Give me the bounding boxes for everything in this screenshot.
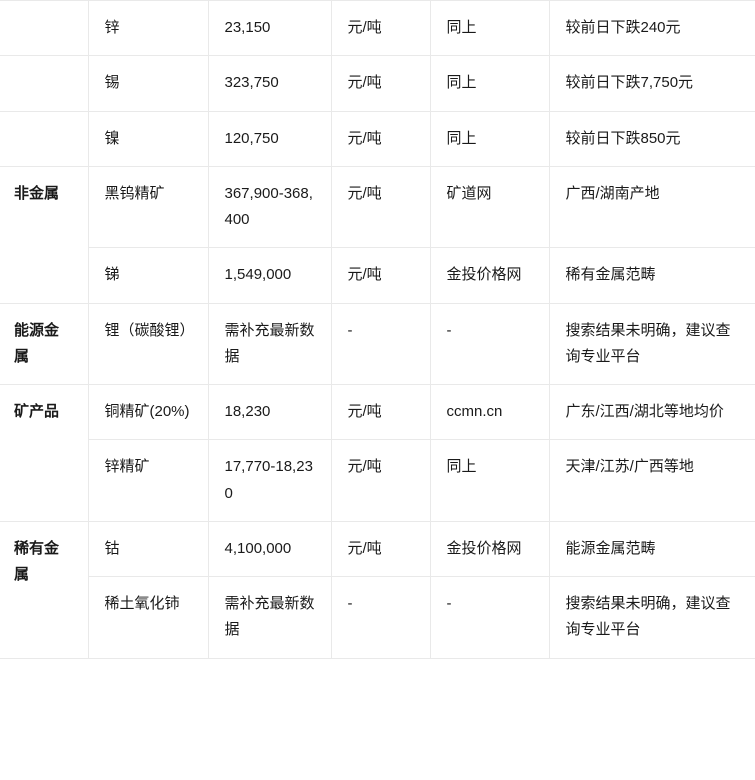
price-cell: 18,230 — [208, 383, 332, 441]
item-cell: 黑钨精矿 — [88, 165, 209, 249]
note-cell: 较前日下跌850元 — [549, 110, 755, 167]
table-row: 矿产品 铜精矿(20%) 18,230 元/吨 ccmn.cn 广东/江西/湖北… — [0, 383, 755, 522]
price-cell: 323,750 — [208, 55, 332, 112]
category-cell — [0, 110, 89, 167]
price-cell: 需补充最新数据 — [208, 302, 332, 385]
item-cell: 镍 — [88, 110, 209, 167]
note-cell: 搜索结果未明确，建议查询专业平台 — [549, 302, 755, 385]
item-cell: 锌精矿 — [88, 439, 209, 522]
table-row: 锌精矿 17,770-18,230 元/吨 同上 天津/江苏/广西等地 — [0, 439, 755, 522]
table-row: 稀有金属 钴 4,100,000 元/吨 金投价格网 能源金属范畴 — [0, 520, 755, 659]
category-cell-energy-metal: 能源金属 — [0, 302, 89, 385]
item-cell: 稀土氧化铈 — [88, 576, 209, 659]
source-cell: - — [430, 576, 550, 659]
unit-cell: 元/吨 — [331, 520, 431, 578]
price-cell: 120,750 — [208, 110, 332, 167]
source-cell: 同上 — [430, 110, 550, 167]
table-row: 锑 1,549,000 元/吨 金投价格网 稀有金属范畴 — [0, 247, 755, 304]
note-cell: 天津/江苏/广西等地 — [549, 439, 755, 522]
item-cell: 锌 — [88, 0, 209, 57]
source-cell: 金投价格网 — [430, 247, 550, 304]
unit-cell: 元/吨 — [331, 0, 431, 57]
category-cell — [0, 0, 89, 57]
commodity-price-table: 锌 23,150 元/吨 同上 较前日下跌240元 锡 323,750 元/吨 … — [0, 0, 755, 659]
source-cell: 同上 — [430, 0, 550, 57]
category-cell — [0, 55, 89, 112]
table-body: 锌 23,150 元/吨 同上 较前日下跌240元 锡 323,750 元/吨 … — [0, 0, 755, 659]
source-cell: 同上 — [430, 439, 550, 522]
source-cell: - — [430, 302, 550, 385]
note-cell: 较前日下跌7,750元 — [549, 55, 755, 112]
unit-cell: 元/吨 — [331, 55, 431, 112]
source-cell: 矿道网 — [430, 165, 550, 249]
note-cell: 搜索结果未明确，建议查询专业平台 — [549, 576, 755, 659]
item-cell: 锑 — [88, 247, 209, 304]
category-cell-mineral-product: 矿产品 — [0, 384, 89, 522]
table-row: 能源金属 锂（碳酸锂） 需补充最新数据 - - 搜索结果未明确，建议查询专业平台 — [0, 302, 755, 385]
table-row: 非金属 黑钨精矿 367,900-368,400 元/吨 矿道网 广西/湖南产地 — [0, 165, 755, 304]
price-cell: 367,900-368,400 — [208, 165, 332, 249]
note-cell: 稀有金属范畴 — [549, 247, 755, 304]
source-cell: 同上 — [430, 55, 550, 112]
category-cell-nonmetal: 非金属 — [0, 165, 89, 304]
table-row: 锡 323,750 元/吨 同上 较前日下跌7,750元 — [0, 55, 755, 112]
note-cell: 能源金属范畴 — [549, 520, 755, 578]
unit-cell: 元/吨 — [331, 247, 431, 304]
price-cell: 1,549,000 — [208, 247, 332, 304]
unit-cell: 元/吨 — [331, 110, 431, 167]
source-cell: ccmn.cn — [430, 383, 550, 441]
unit-cell: - — [331, 576, 431, 659]
item-cell: 锂（碳酸锂） — [88, 302, 209, 385]
source-cell: 金投价格网 — [430, 520, 550, 578]
item-cell: 钴 — [88, 520, 209, 578]
price-cell: 17,770-18,230 — [208, 439, 332, 522]
table-row: 稀土氧化铈 需补充最新数据 - - 搜索结果未明确，建议查询专业平台 — [0, 576, 755, 659]
category-cell-rare-metal: 稀有金属 — [0, 520, 89, 659]
unit-cell: 元/吨 — [331, 383, 431, 441]
table-row: 镍 120,750 元/吨 同上 较前日下跌850元 — [0, 110, 755, 167]
note-cell: 广西/湖南产地 — [549, 165, 755, 249]
note-cell: 广东/江西/湖北等地均价 — [549, 383, 755, 441]
unit-cell: 元/吨 — [331, 165, 431, 249]
item-cell: 锡 — [88, 55, 209, 112]
item-cell: 铜精矿(20%) — [88, 383, 209, 441]
table-row: 锌 23,150 元/吨 同上 较前日下跌240元 — [0, 0, 755, 57]
price-cell: 23,150 — [208, 0, 332, 57]
price-cell: 需补充最新数据 — [208, 576, 332, 659]
note-cell: 较前日下跌240元 — [549, 0, 755, 57]
unit-cell: - — [331, 302, 431, 385]
price-cell: 4,100,000 — [208, 520, 332, 578]
unit-cell: 元/吨 — [331, 439, 431, 522]
